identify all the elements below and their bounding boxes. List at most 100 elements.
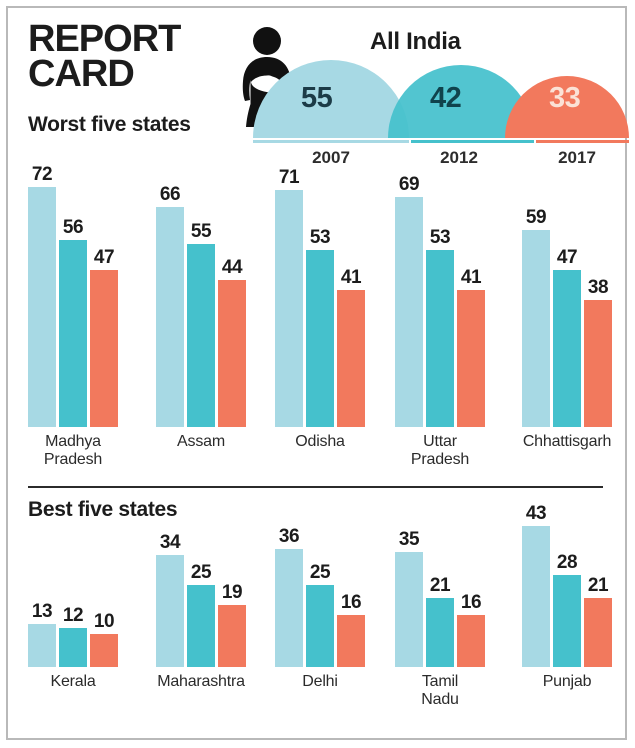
bar-value-label: 16 [340, 591, 362, 613]
bar-group-label: Madhya Pradesh [43, 433, 103, 468]
bar-value-label: 34 [159, 532, 181, 554]
bar-value-label: 28 [556, 552, 578, 574]
bar-group-label: Maharashtra [157, 673, 245, 690]
bar-value-label: 10 [93, 611, 115, 633]
bar-value-label: 44 [221, 257, 243, 279]
bar-group-label: Tamil Nadu [421, 673, 459, 708]
bar-value-label: 43 [525, 502, 547, 524]
bar [275, 548, 303, 667]
bar-value-label: 25 [190, 562, 212, 583]
bar-value-label: 25 [309, 562, 331, 583]
bar [553, 575, 581, 667]
semicircle-2012 [388, 65, 534, 138]
bar [187, 243, 215, 427]
bar [28, 187, 56, 427]
bar [395, 552, 423, 667]
all-india-label: All India [370, 28, 461, 55]
bar-value-label: 53 [429, 227, 451, 249]
bar [457, 290, 485, 427]
bar-group: 13 12 10 Kerala [28, 520, 118, 690]
bar [59, 627, 87, 667]
bar [426, 250, 454, 427]
bar [337, 614, 365, 667]
bar-group: 34 25 19 Maharashtra [156, 520, 246, 690]
semicircles-svg [253, 60, 629, 138]
bar [90, 270, 118, 427]
bar [457, 614, 485, 667]
year-label-2017: 2017 [558, 148, 596, 167]
bar [337, 290, 365, 427]
bar [584, 598, 612, 667]
section-heading-best: Best five states [28, 498, 178, 521]
bar [218, 604, 246, 667]
bar-value-label: 13 [31, 601, 53, 623]
bar-value-label: 21 [587, 575, 609, 597]
bar-value-label: 21 [429, 575, 451, 597]
bar [275, 190, 303, 427]
bar [306, 250, 334, 427]
bar-value-label: 47 [556, 247, 578, 269]
all-india-value-2007: 55 [301, 82, 333, 114]
bar-group: 69 53 41 Uttar Pradesh [395, 165, 485, 468]
semicircle-2007 [253, 60, 409, 138]
all-india-semicircle-chart: 55 42 33 2007 2012 2017 [233, 20, 633, 167]
bar-group-label: Chhattisgarh [522, 433, 612, 450]
bar [28, 624, 56, 667]
page-title: REPORT CARD [28, 18, 181, 95]
bar [187, 585, 215, 667]
bar-group: 59 47 38 Chhattisgarh [522, 165, 612, 450]
bar-group: 72 56 47 Madhya Pradesh [28, 164, 118, 468]
bar-value-label: 36 [278, 525, 300, 547]
bar-group-label: Assam [177, 433, 225, 450]
bar-group-label: Odisha [295, 433, 345, 450]
bar-group: 36 25 16 Delhi [275, 520, 365, 690]
bar-value-label: 71 [278, 167, 300, 189]
bar-value-label: 55 [190, 220, 212, 242]
bar-value-label: 41 [340, 267, 362, 289]
bar-value-label: 47 [93, 247, 115, 269]
bar-group-label: Delhi [302, 673, 338, 690]
bar-value-label: 69 [398, 174, 420, 196]
bar-value-label: 19 [221, 581, 243, 603]
bar-value-label: 53 [309, 227, 331, 249]
chart-best-five-states: 13 12 10 Kerala 34 25 19 Maharashtra 36 25 16 Delhi… [28, 503, 612, 708]
bar [156, 555, 184, 667]
bar-group: 35 21 16 Tamil Nadu [395, 520, 485, 708]
bar-group-label: Kerala [50, 673, 96, 690]
all-india-value-2017: 33 [549, 82, 581, 114]
bar [90, 634, 118, 667]
year-strip-2012 [411, 140, 534, 143]
title-block: REPORT CARD [28, 18, 243, 95]
bar-group-label: Punjab [542, 673, 592, 690]
bar-value-label: 66 [159, 184, 181, 206]
bar [156, 207, 184, 427]
bar-value-label: 72 [31, 164, 53, 186]
bar-value-label: 38 [587, 277, 609, 299]
bar [426, 598, 454, 667]
semicircle-2017 [505, 76, 629, 138]
bar-group: 43 28 21 Punjab [522, 503, 612, 690]
bar [218, 280, 246, 427]
bar-group: 66 55 44 Assam [156, 165, 246, 450]
bar [522, 525, 550, 667]
year-strip-2017 [536, 140, 629, 143]
year-label-2012: 2012 [440, 148, 478, 167]
bar-value-label: 56 [62, 217, 84, 239]
bar [306, 585, 334, 667]
bar-value-label: 16 [460, 591, 482, 613]
chart-worst-five-states: 72 56 47 Madhya Pradesh 66 55 44 Assam 71 53 41 Odi… [28, 164, 612, 468]
bar-value-label: 59 [525, 207, 547, 229]
bar [553, 270, 581, 427]
bar-group-label: Uttar Pradesh [410, 433, 470, 468]
year-label-2007: 2007 [312, 148, 350, 167]
bar [59, 240, 87, 427]
section-divider [28, 486, 603, 488]
all-india-value-2012: 42 [430, 82, 462, 114]
bar-group: 71 53 41 Odisha [275, 165, 365, 450]
bar-value-label: 35 [398, 529, 420, 551]
bar [522, 230, 550, 427]
section-heading-worst: Worst five states [28, 113, 191, 136]
bar-value-label: 12 [62, 604, 84, 626]
bar [584, 300, 612, 427]
